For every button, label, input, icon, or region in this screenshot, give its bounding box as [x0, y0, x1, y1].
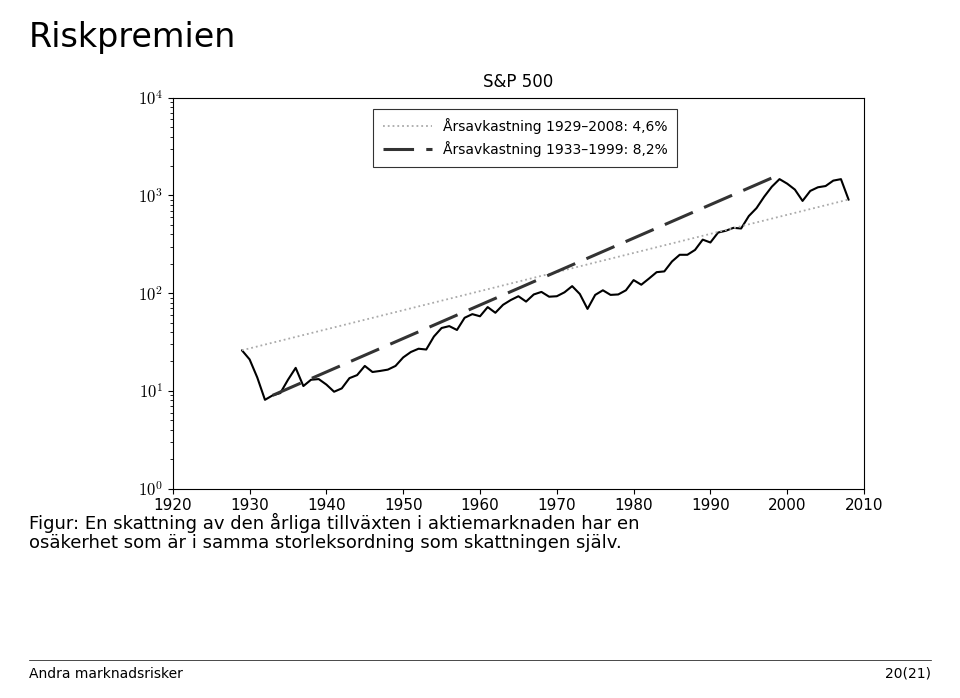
Text: Andra marknadsrisker: Andra marknadsrisker	[29, 667, 182, 681]
Title: S&P 500: S&P 500	[483, 73, 554, 91]
Text: osäkerhet som är i samma storleksordning som skattningen själv.: osäkerhet som är i samma storleksordning…	[29, 534, 621, 552]
Text: Figur: En skattning av den årliga tillväxten i aktiemarknaden har en: Figur: En skattning av den årliga tillvä…	[29, 513, 639, 533]
Text: 20(21): 20(21)	[885, 667, 931, 681]
Text: Riskpremien: Riskpremien	[29, 21, 236, 54]
Legend: Årsavkastning 1929–2008: 4,6%, Årsavkastning 1933–1999: 8,2%: Årsavkastning 1929–2008: 4,6%, Årsavkast…	[373, 109, 677, 167]
